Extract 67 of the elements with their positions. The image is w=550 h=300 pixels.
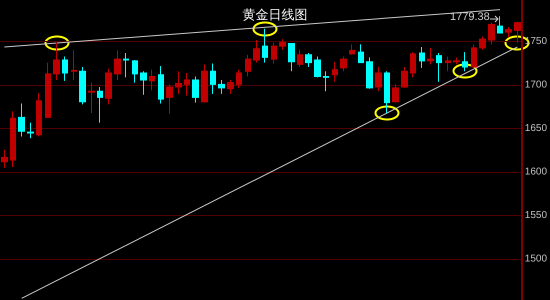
candlestick — [262, 28, 268, 64]
candlestick — [97, 86, 103, 124]
candlestick — [166, 84, 173, 114]
candlestick — [175, 70, 182, 94]
candlestick — [375, 66, 382, 92]
candlestick — [323, 70, 329, 92]
y-tick-label: 1650 — [524, 123, 548, 134]
candlestick — [314, 56, 321, 78]
candlestick — [479, 36, 486, 50]
candlestick — [18, 102, 25, 138]
candlestick — [245, 54, 251, 78]
candlestick — [140, 70, 147, 96]
candlestick — [53, 42, 60, 80]
candlestick — [358, 44, 364, 64]
candlestick — [210, 62, 216, 94]
candlestick — [436, 52, 442, 82]
candlestick — [288, 42, 295, 72]
candlestick — [392, 84, 399, 104]
candlestick — [218, 80, 225, 94]
candlestick — [471, 44, 477, 68]
candlestick — [349, 44, 355, 56]
candlestick — [419, 46, 425, 68]
candlestick — [410, 52, 416, 78]
candlestick — [184, 72, 190, 96]
candlestick — [192, 76, 199, 104]
text: 黄金日线图 — [242, 8, 308, 23]
y-tick-label: 1700 — [524, 80, 548, 91]
candlestick — [514, 21, 521, 44]
candlestick — [332, 61, 338, 82]
y-tick-label: 1550 — [524, 210, 548, 222]
candlestick — [271, 42, 277, 64]
candlestick — [201, 64, 208, 104]
candlestick — [158, 66, 164, 104]
candlestick — [340, 56, 347, 72]
annotation: 1779.38 — [450, 11, 490, 24]
candlestick — [123, 52, 129, 78]
candlestick — [505, 26, 512, 38]
candlestick — [149, 69, 155, 91]
y-tick-label: 1500 — [524, 254, 548, 265]
candlestick — [488, 22, 495, 45]
candlestick — [62, 56, 68, 82]
candlestick — [305, 52, 312, 68]
candlestick — [71, 50, 77, 80]
candlestick — [79, 66, 86, 105]
candlestick — [36, 92, 42, 138]
candlestick — [462, 52, 468, 72]
candlestick — [10, 110, 16, 168]
candlestick — [497, 16, 503, 34]
candlestick — [445, 56, 451, 72]
candlestick — [27, 122, 34, 139]
candlestick — [427, 47, 434, 65]
candlestick — [384, 70, 390, 114]
candlestick — [401, 66, 408, 88]
candlestick — [114, 50, 121, 80]
y-tick-label: 1600 — [524, 166, 548, 178]
candlestick — [88, 82, 95, 114]
candlestick — [45, 62, 51, 118]
candlestick — [236, 69, 242, 88]
candlestick — [105, 68, 112, 105]
candlestick — [297, 49, 303, 68]
candlestick — [227, 80, 234, 94]
candlestick — [366, 56, 373, 90]
candlestick — [1, 149, 8, 168]
candlestick — [453, 56, 460, 65]
candlestick — [279, 38, 286, 50]
candlestick — [132, 60, 138, 84]
candlestick — [253, 40, 260, 64]
